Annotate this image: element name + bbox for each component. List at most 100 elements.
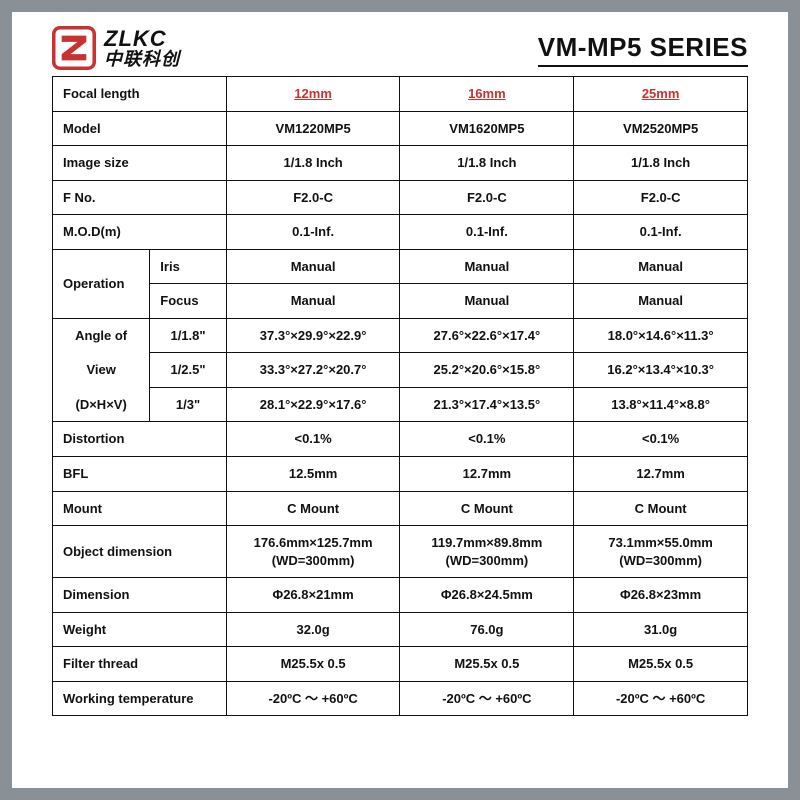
row-model: Model VM1220MP5 VM1620MP5 VM2520MP5: [53, 111, 748, 146]
focal-16: 16mm: [400, 77, 574, 112]
cell: Manual: [226, 284, 400, 319]
cell: 18.0°×14.6°×11.3°: [574, 318, 748, 353]
row-operation-iris: Operation Iris Manual Manual Manual: [53, 249, 748, 284]
cell: F2.0-C: [400, 180, 574, 215]
focal-12: 12mm: [226, 77, 400, 112]
brand-logo: ZLKC 中联科创: [52, 26, 180, 70]
cell-label: Weight: [53, 612, 227, 647]
cell-label: Mount: [53, 491, 227, 526]
cell: 32.0g: [226, 612, 400, 647]
row-bfl: BFL 12.5mm 12.7mm 12.7mm: [53, 457, 748, 492]
brand-text: ZLKC 中联科创: [104, 28, 180, 68]
cell: F2.0-C: [574, 180, 748, 215]
cell: 76.0g: [400, 612, 574, 647]
cell: 1/1.8 Inch: [400, 146, 574, 181]
cell-label: Object dimension: [53, 526, 227, 578]
cell: F2.0-C: [226, 180, 400, 215]
cell: Φ26.8×24.5mm: [400, 578, 574, 613]
page-header: ZLKC 中联科创 VM-MP5 SERIES: [52, 26, 748, 70]
cell: 27.6°×22.6°×17.4°: [400, 318, 574, 353]
cell: 12.7mm: [400, 457, 574, 492]
cell: C Mount: [226, 491, 400, 526]
row-focal-length: Focal length 12mm 16mm 25mm: [53, 77, 748, 112]
cell-label: Focal length: [53, 77, 227, 112]
cell-label: F No.: [53, 180, 227, 215]
cell: -20ºC ～ +60ºC: [574, 681, 748, 716]
cell: VM1620MP5: [400, 111, 574, 146]
cell: 37.3°×29.9°×22.9°: [226, 318, 400, 353]
cell: 31.0g: [574, 612, 748, 647]
cell: VM2520MP5: [574, 111, 748, 146]
aov-sensor: 1/3": [150, 387, 226, 422]
cell: 0.1-Inf.: [226, 215, 400, 250]
brand-cn: 中联科创: [104, 50, 180, 68]
spec-table-body: Focal length 12mm 16mm 25mm Model VM1220…: [53, 77, 748, 716]
aov-sensor: 1/2.5": [150, 353, 226, 388]
cell-label: Working temperature: [53, 681, 227, 716]
row-distortion: Distortion <0.1% <0.1% <0.1%: [53, 422, 748, 457]
row-image-size: Image size 1/1.8 Inch 1/1.8 Inch 1/1.8 I…: [53, 146, 748, 181]
cell: <0.1%: [400, 422, 574, 457]
cell: 176.6mm×125.7mm (WD=300mm): [226, 526, 400, 578]
aov-label-l1: Angle of: [53, 318, 150, 353]
cell: <0.1%: [574, 422, 748, 457]
row-operation-focus: Focus Manual Manual Manual: [53, 284, 748, 319]
row-aov-1: Angle of 1/1.8" 37.3°×29.9°×22.9° 27.6°×…: [53, 318, 748, 353]
focal-25: 25mm: [574, 77, 748, 112]
row-aov-2: View 1/2.5" 33.3°×27.2°×20.7° 25.2°×20.6…: [53, 353, 748, 388]
cell: Manual: [400, 249, 574, 284]
cell: C Mount: [400, 491, 574, 526]
cell: Manual: [226, 249, 400, 284]
cell: M25.5x 0.5: [226, 647, 400, 682]
cell: VM1220MP5: [226, 111, 400, 146]
cell: -20ºC ～ +60ºC: [226, 681, 400, 716]
aov-label-l2: View: [53, 353, 150, 388]
cell: 12.7mm: [574, 457, 748, 492]
cell: <0.1%: [226, 422, 400, 457]
row-mod: M.O.D(m) 0.1-Inf. 0.1-Inf. 0.1-Inf.: [53, 215, 748, 250]
cell-label: Dimension: [53, 578, 227, 613]
row-aov-3: (D×H×V) 1/3" 28.1°×22.9°×17.6° 21.3°×17.…: [53, 387, 748, 422]
z-logo-icon: [52, 26, 96, 70]
cell: 28.1°×22.9°×17.6°: [226, 387, 400, 422]
cell-label-operation: Operation: [53, 249, 150, 318]
cell: M25.5x 0.5: [574, 647, 748, 682]
cell-sub-focus: Focus: [150, 284, 226, 319]
row-weight: Weight 32.0g 76.0g 31.0g: [53, 612, 748, 647]
cell-label: Distortion: [53, 422, 227, 457]
cell-label: Filter thread: [53, 647, 227, 682]
cell: 13.8°×11.4°×8.8°: [574, 387, 748, 422]
cell: 73.1mm×55.0mm (WD=300mm): [574, 526, 748, 578]
cell: 0.1-Inf.: [574, 215, 748, 250]
spec-table: Focal length 12mm 16mm 25mm Model VM1220…: [52, 76, 748, 716]
cell: 12.5mm: [226, 457, 400, 492]
cell: Manual: [574, 249, 748, 284]
cell: Φ26.8×23mm: [574, 578, 748, 613]
row-fno: F No. F2.0-C F2.0-C F2.0-C: [53, 180, 748, 215]
aov-sensor: 1/1.8": [150, 318, 226, 353]
row-object-dimension: Object dimension 176.6mm×125.7mm (WD=300…: [53, 526, 748, 578]
cell-label: M.O.D(m): [53, 215, 227, 250]
brand-latin: ZLKC: [104, 28, 180, 50]
cell: Φ26.8×21mm: [226, 578, 400, 613]
cell: 1/1.8 Inch: [574, 146, 748, 181]
row-working-temp: Working temperature -20ºC ～ +60ºC -20ºC …: [53, 681, 748, 716]
cell: 0.1-Inf.: [400, 215, 574, 250]
cell: -20ºC ～ +60ºC: [400, 681, 574, 716]
cell-label: BFL: [53, 457, 227, 492]
row-filter-thread: Filter thread M25.5x 0.5 M25.5x 0.5 M25.…: [53, 647, 748, 682]
cell-label: Image size: [53, 146, 227, 181]
cell: 119.7mm×89.8mm (WD=300mm): [400, 526, 574, 578]
cell: M25.5x 0.5: [400, 647, 574, 682]
cell-label: Model: [53, 111, 227, 146]
cell: 16.2°×13.4°×10.3°: [574, 353, 748, 388]
row-dimension: Dimension Φ26.8×21mm Φ26.8×24.5mm Φ26.8×…: [53, 578, 748, 613]
cell: 25.2°×20.6°×15.8°: [400, 353, 574, 388]
cell: Manual: [574, 284, 748, 319]
spec-sheet-page: ZLKC 中联科创 VM-MP5 SERIES Focal length 12m…: [12, 12, 788, 788]
cell: Manual: [400, 284, 574, 319]
cell: 1/1.8 Inch: [226, 146, 400, 181]
cell-sub-iris: Iris: [150, 249, 226, 284]
cell: 21.3°×17.4°×13.5°: [400, 387, 574, 422]
row-mount: Mount C Mount C Mount C Mount: [53, 491, 748, 526]
